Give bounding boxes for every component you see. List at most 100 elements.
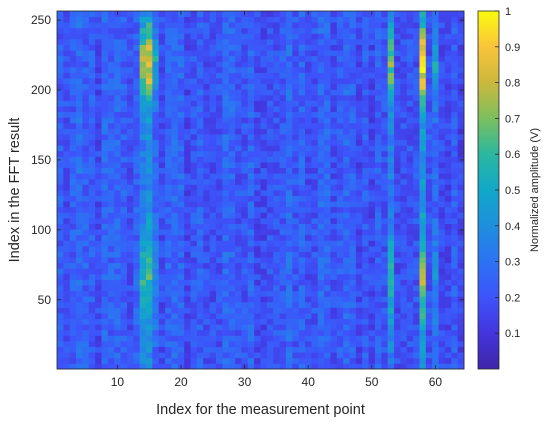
heatmap-cell	[209, 190, 217, 196]
heatmap-cell	[184, 352, 191, 359]
heatmap-cell	[126, 61, 134, 68]
heatmap-cell	[343, 61, 350, 68]
heatmap-cell	[63, 106, 71, 113]
heatmap-cell	[336, 89, 344, 96]
heatmap-cell	[355, 329, 363, 336]
heatmap-cell	[311, 324, 319, 331]
heatmap-cell	[362, 61, 370, 68]
heatmap-cell	[273, 50, 280, 57]
heatmap-cell	[76, 156, 83, 163]
heatmap-cell	[355, 11, 363, 17]
heatmap-cell	[114, 50, 121, 57]
heatmap-cell	[190, 145, 198, 152]
heatmap-cell	[241, 195, 249, 202]
heatmap-cell	[438, 162, 446, 169]
heatmap-cell	[114, 285, 121, 292]
heatmap-cell	[101, 27, 109, 34]
heatmap-cell	[139, 162, 147, 169]
heatmap-cell	[330, 162, 338, 169]
heatmap-cell	[171, 128, 179, 135]
heatmap-cell	[330, 100, 338, 107]
heatmap-cell	[381, 352, 389, 359]
heatmap-cell	[413, 262, 420, 269]
heatmap-cell	[209, 100, 217, 107]
y-tick-label: 100	[31, 223, 51, 237]
heatmap-cell	[438, 33, 446, 40]
heatmap-cell	[247, 296, 255, 303]
heatmap-cell	[235, 279, 242, 286]
heatmap-cell	[324, 72, 331, 79]
heatmap-cell	[444, 55, 452, 62]
heatmap-cell	[76, 94, 83, 101]
heatmap-cell	[273, 27, 280, 34]
heatmap-cell	[165, 44, 172, 51]
heatmap-cell	[247, 329, 255, 336]
heatmap-cell	[279, 122, 287, 129]
heatmap-cell	[260, 117, 268, 124]
heatmap-cell	[101, 335, 109, 342]
heatmap-cell	[394, 341, 401, 348]
heatmap-cell	[146, 162, 153, 169]
heatmap-cell	[279, 83, 287, 90]
heatmap-cell	[247, 139, 255, 146]
heatmap-cell	[190, 262, 198, 269]
heatmap-cell	[139, 335, 147, 342]
heatmap-cell	[368, 212, 376, 219]
heatmap-cell	[406, 173, 414, 180]
heatmap-cell	[165, 363, 172, 370]
heatmap-cell	[222, 27, 230, 34]
heatmap-cell	[413, 268, 420, 275]
heatmap-cell	[95, 190, 102, 196]
heatmap-cell	[165, 273, 172, 280]
heatmap-cell	[394, 273, 401, 280]
heatmap-cell	[305, 50, 312, 57]
heatmap-cell	[133, 324, 141, 331]
heatmap-cell	[394, 44, 401, 51]
heatmap-cell	[184, 341, 191, 348]
heatmap-cell	[171, 134, 179, 141]
heatmap-cell	[254, 27, 261, 34]
heatmap-cell	[438, 346, 446, 353]
heatmap-cell	[444, 190, 452, 196]
heatmap-cell	[95, 122, 102, 129]
heatmap-cell	[362, 106, 370, 113]
heatmap-cell	[324, 363, 331, 370]
heatmap-cell	[336, 94, 344, 101]
heatmap-cell	[152, 262, 160, 269]
heatmap-cell	[343, 122, 350, 129]
heatmap-cell	[374, 11, 382, 17]
heatmap-cell	[88, 22, 96, 29]
heatmap-cell	[209, 285, 217, 292]
heatmap-cell	[107, 262, 115, 269]
heatmap-cell	[438, 167, 446, 174]
heatmap-cell	[317, 240, 325, 247]
heatmap-cell	[158, 262, 166, 269]
heatmap-cell	[133, 106, 141, 113]
heatmap-cell	[260, 150, 268, 157]
heatmap-cell	[114, 262, 121, 269]
heatmap-cell	[438, 206, 446, 213]
heatmap-cell	[146, 234, 153, 241]
heatmap-cell	[247, 313, 255, 320]
heatmap-cell	[184, 329, 191, 336]
heatmap-cell	[425, 94, 433, 101]
heatmap-cell	[177, 313, 185, 320]
heatmap-cell	[146, 122, 153, 129]
heatmap-cell	[114, 296, 121, 303]
heatmap-cell	[203, 245, 211, 252]
heatmap-cell	[285, 335, 293, 342]
heatmap-cell	[235, 318, 242, 325]
heatmap-cell	[203, 78, 211, 85]
heatmap-cell	[139, 307, 147, 314]
heatmap-cell	[203, 117, 211, 124]
heatmap-cell	[432, 245, 439, 252]
heatmap-cell	[349, 78, 357, 85]
heatmap-cell	[247, 100, 255, 107]
heatmap-cell	[146, 273, 153, 280]
heatmap-cell	[247, 145, 255, 152]
heatmap-cell	[368, 206, 376, 213]
heatmap-cell	[273, 83, 280, 90]
heatmap-cell	[362, 329, 370, 336]
heatmap-cell	[387, 212, 395, 219]
heatmap-cell	[330, 122, 338, 129]
